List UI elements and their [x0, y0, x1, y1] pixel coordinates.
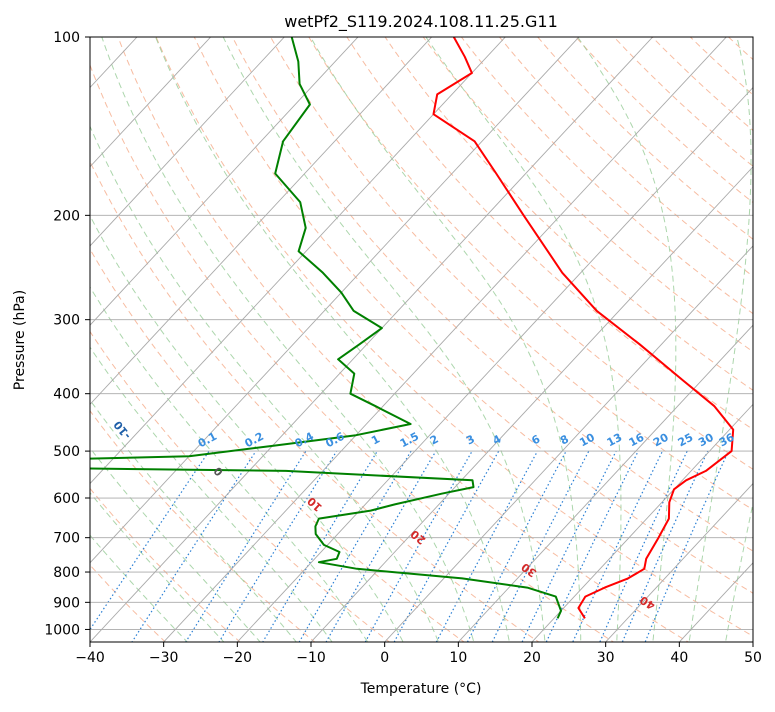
y-tick-label: 400 [53, 387, 80, 403]
x-tick-label: 20 [523, 650, 541, 666]
y-tick-label: 600 [53, 491, 80, 507]
x-axis-label: Temperature (°C) [360, 681, 482, 697]
x-tick-label: 10 [449, 650, 467, 666]
x-tick-label: 0 [380, 650, 389, 666]
y-tick-label: 700 [53, 531, 80, 547]
y-tick-label: 900 [53, 595, 80, 611]
y-tick-label: 800 [53, 565, 80, 581]
y-tick-label: 100 [53, 30, 80, 46]
y-tick-label: 1000 [44, 622, 80, 638]
x-tick-label: 40 [670, 650, 688, 666]
y-tick-label: 200 [53, 208, 80, 224]
x-tick-label: 50 [744, 650, 762, 666]
x-tick-label: −30 [149, 650, 179, 666]
y-tick-label: 500 [53, 444, 80, 460]
y-tick-label: 300 [53, 313, 80, 329]
chart-title: wetPf2_S119.2024.108.11.25.G11 [284, 12, 558, 32]
x-tick-label: −10 [296, 650, 326, 666]
x-tick-label: −40 [75, 650, 105, 666]
y-axis-label: Pressure (hPa) [12, 290, 28, 390]
x-tick-label: −20 [223, 650, 253, 666]
x-tick-label: 30 [597, 650, 615, 666]
